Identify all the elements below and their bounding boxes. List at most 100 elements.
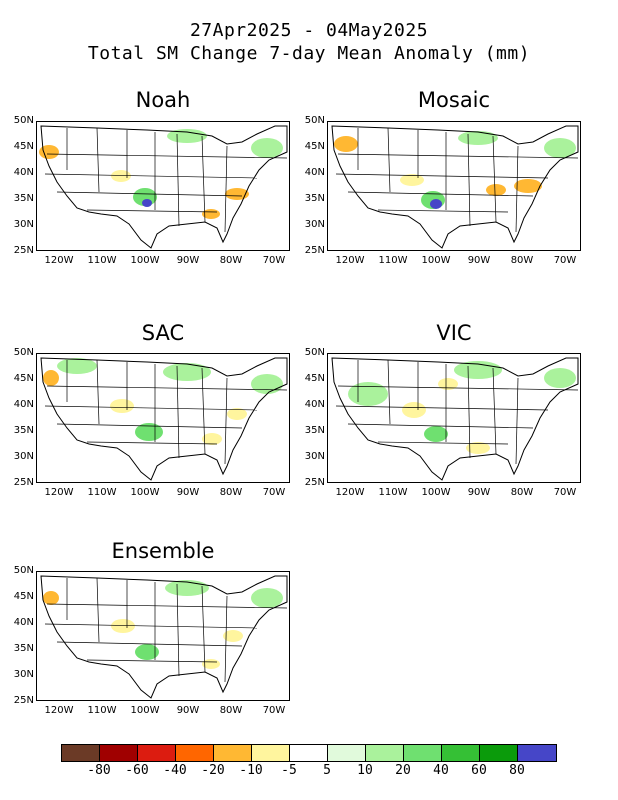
state-boundary [86, 659, 218, 663]
lat-tick-label: 25N [304, 477, 325, 488]
lon-tick-label: 120W [44, 255, 74, 266]
state-boundary [467, 365, 471, 459]
lat-tick-label: 30N [13, 451, 34, 462]
lon-tick-label: 120W [335, 487, 365, 498]
us-outline [331, 125, 579, 249]
state-boundary [96, 359, 100, 425]
lon-tick-label: 110W [378, 487, 408, 498]
state-boundary [44, 623, 258, 629]
anomaly-region [430, 199, 442, 209]
map-mosaic-svg [331, 125, 579, 249]
map-sac-svg [40, 357, 288, 481]
legend-label: 80 [509, 763, 525, 778]
lat-tick-label: 45N [13, 141, 34, 152]
legend-swatch-2 [138, 745, 176, 761]
anomaly-region [225, 188, 249, 200]
anomaly-region [348, 382, 388, 406]
map-vic [327, 353, 581, 483]
state-boundary [56, 423, 243, 429]
lon-tick-label: 100W [130, 255, 160, 266]
anomaly-region [544, 138, 576, 158]
legend-swatch-11 [480, 745, 518, 761]
state-boundary [387, 127, 391, 193]
panel-title-ensemble: Ensemble [111, 539, 215, 563]
anomaly-region [135, 423, 163, 441]
lat-tick-label: 35N [13, 425, 34, 436]
lon-tick-label: 80W [219, 705, 243, 716]
anomaly-region [163, 363, 211, 381]
state-boundary [201, 585, 206, 673]
lon-tick-label: 90W [467, 487, 491, 498]
state-boundary [44, 405, 258, 411]
lon-tick-label: 90W [176, 487, 200, 498]
map-sac [36, 353, 290, 483]
state-boundary [176, 365, 180, 459]
lon-tick-label: 80W [219, 487, 243, 498]
map-mosaic [327, 121, 581, 251]
lat-tick-label: 25N [304, 245, 325, 256]
lon-tick-label: 100W [130, 705, 160, 716]
legend-label: -80 [87, 763, 111, 778]
state-boundary [492, 367, 497, 455]
anomaly-region [43, 370, 59, 386]
legend-label: -40 [163, 763, 187, 778]
lon-tick-label: 90W [176, 255, 200, 266]
title-date-range: 27Apr2025 - 04May2025 [189, 20, 429, 41]
legend-swatch-12 [518, 745, 556, 761]
lat-tick-label: 35N [304, 425, 325, 436]
legend-label: 20 [395, 763, 411, 778]
map-noah-svg [39, 125, 288, 249]
anomaly-region [486, 184, 506, 196]
lat-tick-label: 25N [13, 245, 34, 256]
legend-swatch-6 [290, 745, 328, 761]
lon-tick-label: 100W [421, 487, 451, 498]
anomaly-region [43, 591, 59, 605]
lon-tick-label: 110W [87, 705, 117, 716]
lat-tick-label: 40N [304, 399, 325, 410]
lon-tick-label: 120W [44, 487, 74, 498]
anomaly-region [227, 408, 247, 420]
legend-swatch-4 [214, 745, 252, 761]
lon-tick-label: 120W [44, 705, 74, 716]
anomaly-region [57, 358, 97, 374]
state-boundary [337, 385, 579, 391]
title-variable: Total SM Change 7-day Mean Anomaly (mm) [87, 43, 531, 64]
legend-swatch-7 [328, 745, 366, 761]
lat-tick-label: 45N [13, 373, 34, 384]
anomaly-region [514, 179, 542, 193]
anomaly-region [334, 136, 358, 152]
legend-label: -10 [239, 763, 263, 778]
state-boundary [86, 209, 218, 213]
lat-tick-label: 30N [304, 451, 325, 462]
state-boundary [515, 377, 519, 465]
map-ensemble-svg [40, 575, 288, 699]
state-boundary [96, 577, 100, 643]
legend-label: 40 [433, 763, 449, 778]
legend-label: -60 [125, 763, 149, 778]
lon-tick-label: 70W [262, 255, 286, 266]
anomaly-region [458, 131, 498, 145]
state-boundary [86, 441, 218, 445]
anomaly-region [544, 368, 576, 388]
panel-title-mosaic: Mosaic [417, 88, 491, 112]
lon-tick-label: 90W [467, 255, 491, 266]
state-boundary [377, 441, 509, 445]
map-vic-svg [331, 357, 579, 481]
lon-tick-label: 70W [553, 487, 577, 498]
us-outline [40, 125, 288, 249]
lat-tick-label: 50N [13, 347, 34, 358]
state-boundary [44, 173, 258, 179]
legend-label: 60 [471, 763, 487, 778]
lat-tick-label: 30N [13, 219, 34, 230]
lon-tick-label: 70W [553, 255, 577, 266]
state-boundary [201, 367, 206, 455]
state-boundary [224, 377, 228, 465]
legend-swatch-9 [404, 745, 442, 761]
state-boundary [224, 595, 228, 683]
lat-tick-label: 50N [13, 115, 34, 126]
anomaly-region [251, 374, 283, 394]
lat-tick-label: 35N [13, 643, 34, 654]
lat-tick-label: 30N [13, 669, 34, 680]
state-boundary [46, 153, 288, 159]
lat-tick-label: 50N [304, 347, 325, 358]
